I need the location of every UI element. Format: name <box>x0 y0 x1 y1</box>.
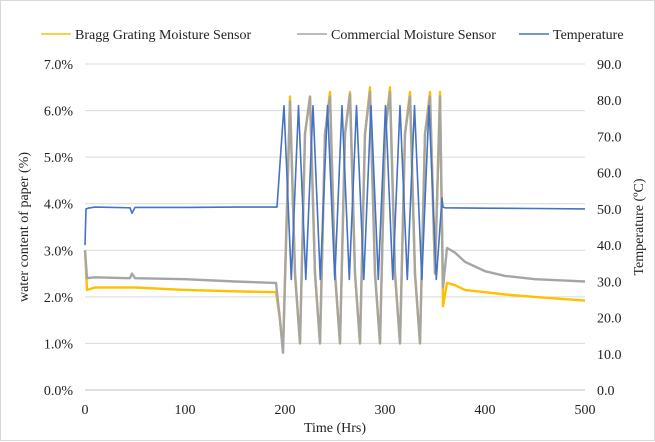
legend-label-3: Temperature <box>553 28 624 43</box>
x-tick-label: 300 <box>375 403 396 418</box>
y-left-tick-label: 5.0% <box>44 151 74 166</box>
y-right-axis-title: Temperature (ºC) <box>632 178 647 275</box>
series-lines <box>83 86 586 354</box>
x-tick-label: 200 <box>275 403 296 418</box>
x-axis-title: Time (Hrs) <box>304 421 366 436</box>
y-left-tick-label: 6.0% <box>44 105 74 120</box>
axes: 0.0% 1.0% 2.0% 3.0% 4.0% 5.0% 6.0% 7.0% 0.0 10.0 2… <box>44 58 622 418</box>
y-right-tick-label: 60.0 <box>597 167 622 182</box>
y-left-tick-label: 3.0% <box>44 244 74 259</box>
series-line-1 <box>83 86 586 352</box>
y-right-tick-label: 70.0 <box>597 130 622 145</box>
gridlines <box>85 63 585 391</box>
y-right-tick-label: 20.0 <box>597 312 622 327</box>
y-right-tick-label: 0.0 <box>597 384 615 399</box>
y-right-tick-label: 50.0 <box>597 203 622 218</box>
y-right-tick-label: 80.0 <box>597 94 622 109</box>
series-line-3 <box>84 104 586 281</box>
legend: Bragg Grating Moisture Sensor Commercial … <box>41 28 624 43</box>
y-right-tick-label: 30.0 <box>597 275 622 290</box>
y-right-tick-label: 10.0 <box>597 348 622 363</box>
x-tick-label: 400 <box>475 403 496 418</box>
x-tick-label: 0 <box>82 403 89 418</box>
y-right-tick-label: 90.0 <box>597 58 622 73</box>
legend-label-1: Bragg Grating Moisture Sensor <box>75 28 251 43</box>
y-left-tick-label: 2.0% <box>44 291 74 306</box>
x-tick-label: 500 <box>575 403 596 418</box>
y-left-tick-label: 1.0% <box>44 337 74 352</box>
y-left-tick-label: 0.0% <box>44 384 74 399</box>
y-left-tick-label: 7.0% <box>44 58 74 73</box>
y-left-axis-title: water content of paper (%) <box>17 152 32 302</box>
x-tick-label: 100 <box>175 403 196 418</box>
y-left-tick-label: 4.0% <box>44 198 74 213</box>
series-line-2 <box>83 90 586 354</box>
legend-label-2: Commercial Moisture Sensor <box>331 28 496 43</box>
y-right-tick-label: 40.0 <box>597 239 622 254</box>
